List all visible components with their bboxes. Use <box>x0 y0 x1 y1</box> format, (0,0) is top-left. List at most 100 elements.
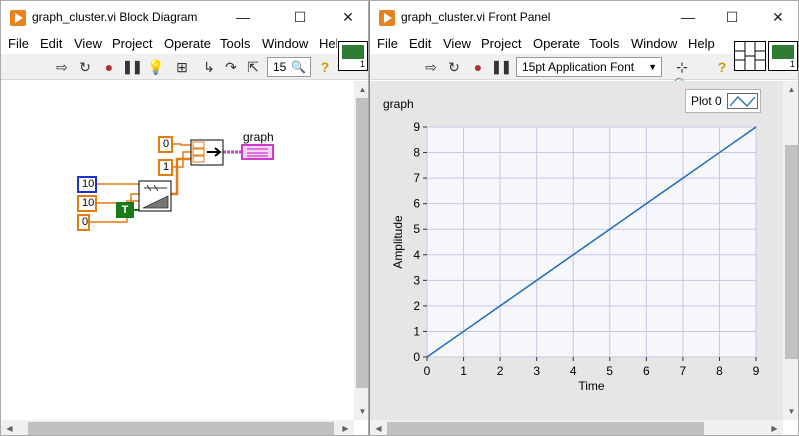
retain-wire-values-icon[interactable]: ⊞ <box>176 59 188 75</box>
scroll-up-icon[interactable]: ▲ <box>787 85 796 94</box>
menu-operate[interactable]: Operate <box>533 36 580 51</box>
bd-zoom-ring[interactable]: 15 🔍 <box>267 57 311 77</box>
sine-icon <box>144 184 167 192</box>
wire-amplitude <box>97 193 139 204</box>
bd-vscroll-thumb[interactable] <box>356 98 368 388</box>
x-tick-label: 3 <box>533 364 540 378</box>
bundle-arrow-icon <box>207 147 222 157</box>
amplitude-constant[interactable]: 10 <box>77 195 97 212</box>
connector-pane-grid <box>735 42 765 70</box>
scroll-left-icon[interactable]: ◀ <box>375 424 382 433</box>
bd-canvas[interactable]: 0 1 10 10 0 T graph <box>1 81 354 420</box>
help-icon[interactable]: ? <box>320 59 330 75</box>
help-icon[interactable]: ? <box>717 59 727 75</box>
menu-project[interactable]: Project <box>481 36 522 51</box>
bd-hscroll-thumb[interactable] <box>28 422 334 435</box>
series-line-plot-0 <box>426 126 757 358</box>
maximize-button[interactable]: ☐ <box>293 9 307 25</box>
x0-constant[interactable]: 0 <box>158 136 173 153</box>
menu-help[interactable]: Help <box>319 36 337 51</box>
legend-plot-name: Plot 0 <box>691 94 722 108</box>
menu-operate[interactable]: Operate <box>164 36 211 51</box>
scroll-down-icon[interactable]: ▼ <box>787 407 796 416</box>
legend-swatch[interactable] <box>727 93 758 109</box>
pause-icon[interactable]: ❚❚ <box>122 59 143 74</box>
grid-lines <box>426 126 757 358</box>
menu-view[interactable]: View <box>443 36 471 51</box>
fp-vscroll-thumb[interactable] <box>785 145 798 359</box>
highlight-execution-icon[interactable]: 💡 <box>147 59 165 75</box>
plot-legend[interactable]: Plot 0 <box>685 89 761 113</box>
x-tick-label: 0 <box>424 364 431 378</box>
run-continuously-icon[interactable]: ↻ <box>448 59 460 75</box>
vi-icon-screen <box>342 45 364 59</box>
scroll-down-icon[interactable]: ▼ <box>358 407 367 416</box>
minimize-button[interactable]: — <box>236 9 250 25</box>
minimize-button[interactable]: — <box>681 9 695 25</box>
y-tick-label: 7 <box>413 171 420 185</box>
run-arrow-icon[interactable]: ⇨ <box>56 59 68 75</box>
step-into-icon[interactable]: ↳ <box>203 59 215 75</box>
menu-file[interactable]: File <box>377 36 398 51</box>
labview-icon <box>379 10 395 26</box>
scroll-left-icon[interactable]: ◀ <box>6 424 13 433</box>
maximize-button[interactable]: ☐ <box>725 9 739 25</box>
bd-titlebar[interactable]: graph_cluster.vi Block Diagram — ☐ ✕ <box>1 1 368 34</box>
y-tick-label: 9 <box>413 120 420 134</box>
y-tick-label: 3 <box>413 273 420 287</box>
menu-edit[interactable]: Edit <box>40 36 63 51</box>
connector-pane-icon[interactable] <box>734 41 766 71</box>
scroll-up-icon[interactable]: ▲ <box>358 85 367 94</box>
scroll-right-icon[interactable]: ▶ <box>342 424 349 433</box>
menu-file[interactable]: File <box>8 36 29 51</box>
bd-toolbar: ⇨ ↻ ● ❚❚ 💡 ⊞ ↳ ↷ ⇱ 15 🔍 ? <box>1 54 368 80</box>
run-continuously-icon[interactable]: ↻ <box>79 59 91 75</box>
vi-icon[interactable]: 1 <box>768 41 798 71</box>
scroll-right-icon[interactable]: ▶ <box>771 424 778 433</box>
x-axis-label: Time <box>578 379 605 393</box>
step-over-icon[interactable]: ↷ <box>225 59 237 75</box>
fp-canvas[interactable]: graph Plot 0 0 1 2 3 4 5 6 7 8 9 0 1 2 3 4 5 6 7 8 9 Time A… <box>370 81 783 420</box>
wire-x0 <box>173 143 191 146</box>
reset-constant[interactable]: T <box>116 202 134 218</box>
fp-titlebar[interactable]: graph_cluster.vi Front Panel — ☐ ✕ <box>370 1 798 34</box>
graph-label: graph <box>383 97 414 111</box>
block-diagram-window: graph_cluster.vi Block Diagram — ☐ ✕ Fil… <box>0 0 369 436</box>
vi-icon[interactable]: 1 <box>338 41 368 71</box>
close-button[interactable]: ✕ <box>772 9 784 25</box>
menu-tools[interactable]: Tools <box>589 36 620 51</box>
x-tick-label: 8 <box>716 364 723 378</box>
vi-icon-number: 1 <box>789 59 795 69</box>
waveform-graph[interactable]: 0 1 2 3 4 5 6 7 8 9 0 1 2 3 4 5 6 7 8 9 Time Amplitude <box>370 81 783 420</box>
samples-constant[interactable]: 10 <box>77 176 97 193</box>
menu-project[interactable]: Project <box>112 36 153 51</box>
pause-icon[interactable]: ❚❚ <box>491 59 512 74</box>
bd-horizontal-scrollbar[interactable]: ◀ ▶ <box>1 420 354 435</box>
y-tick-label: 0 <box>413 350 420 364</box>
bd-vertical-scrollbar[interactable]: ▲ ▼ <box>354 81 368 420</box>
menu-edit[interactable]: Edit <box>409 36 432 51</box>
step-out-icon[interactable]: ⇱ <box>247 59 259 75</box>
align-search-icon[interactable]: ⊹🔍 <box>673 59 690 93</box>
fp-hscroll-thumb[interactable] <box>387 422 704 435</box>
dx-constant[interactable]: 1 <box>158 159 173 176</box>
abort-icon[interactable]: ● <box>104 59 114 75</box>
menu-help[interactable]: Help <box>688 36 715 51</box>
run-arrow-icon[interactable]: ⇨ <box>425 59 437 75</box>
fp-vertical-scrollbar[interactable]: ▲ ▼ <box>783 81 798 420</box>
menu-window[interactable]: Window <box>631 36 678 51</box>
axis-ticks: 0 1 2 3 4 5 6 7 8 9 0 1 2 3 4 5 6 7 8 9 <box>413 120 759 378</box>
menu-view[interactable]: View <box>74 36 102 51</box>
menu-window[interactable]: Window <box>262 36 309 51</box>
font-selector[interactable]: 15pt Application Font ▼ <box>516 57 662 77</box>
graph-terminal[interactable] <box>241 144 274 160</box>
abort-icon[interactable]: ● <box>473 59 483 75</box>
offset-constant[interactable]: 0 <box>77 214 90 231</box>
fp-horizontal-scrollbar[interactable]: ◀ ▶ <box>370 420 783 435</box>
fp-toolbar: ⇨ ↻ ● ❚❚ 15pt Application Font▼ ⊹🔍 ? <box>370 54 798 93</box>
series-layer <box>426 126 757 358</box>
bd-menubar: File Edit View Project Operate Tools Win… <box>1 34 368 54</box>
menu-tools[interactable]: Tools <box>220 36 251 51</box>
close-button[interactable]: ✕ <box>342 9 354 25</box>
bundle-input-2 <box>192 155 205 163</box>
